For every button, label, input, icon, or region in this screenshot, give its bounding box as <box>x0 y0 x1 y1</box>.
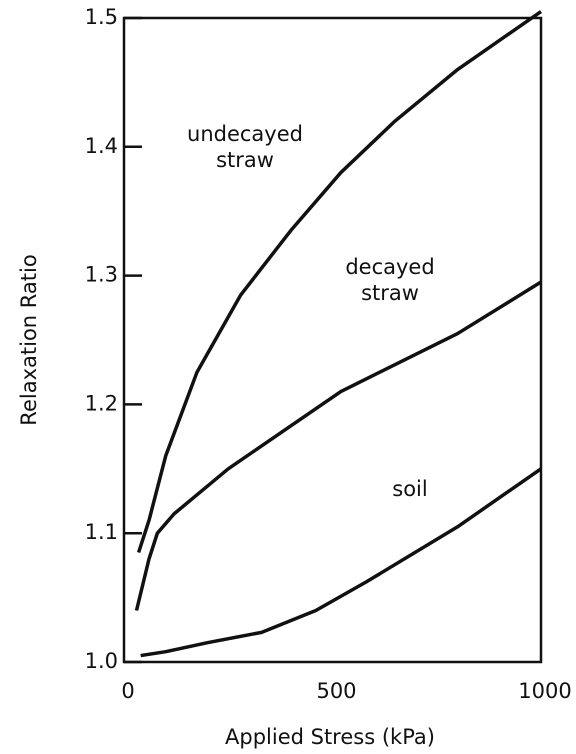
line <box>134 280 542 611</box>
x-tick-label: 500 <box>316 679 356 703</box>
line <box>140 467 542 658</box>
x-tick-label: 0 <box>121 679 134 703</box>
y-tick-label: 1.1 <box>85 520 118 544</box>
y-tick-label: 1.5 <box>85 5 118 29</box>
y-tick-label: 1.2 <box>85 391 118 415</box>
plot-frame <box>122 16 543 664</box>
y-tick-label: 1.4 <box>85 134 118 158</box>
series-label: decayed straw <box>345 255 434 305</box>
y-tick-label: 1.3 <box>85 263 118 287</box>
series-label: undecayed straw <box>187 122 303 172</box>
x-tick-label: 1000 <box>518 679 571 703</box>
y-axis-label: Relaxation Ratio <box>17 254 41 425</box>
y-tick-label: 1.0 <box>85 649 118 673</box>
x-axis-label: Applied Stress (kPa) <box>225 725 435 749</box>
series-label: soil <box>392 477 427 501</box>
line <box>136 10 542 554</box>
